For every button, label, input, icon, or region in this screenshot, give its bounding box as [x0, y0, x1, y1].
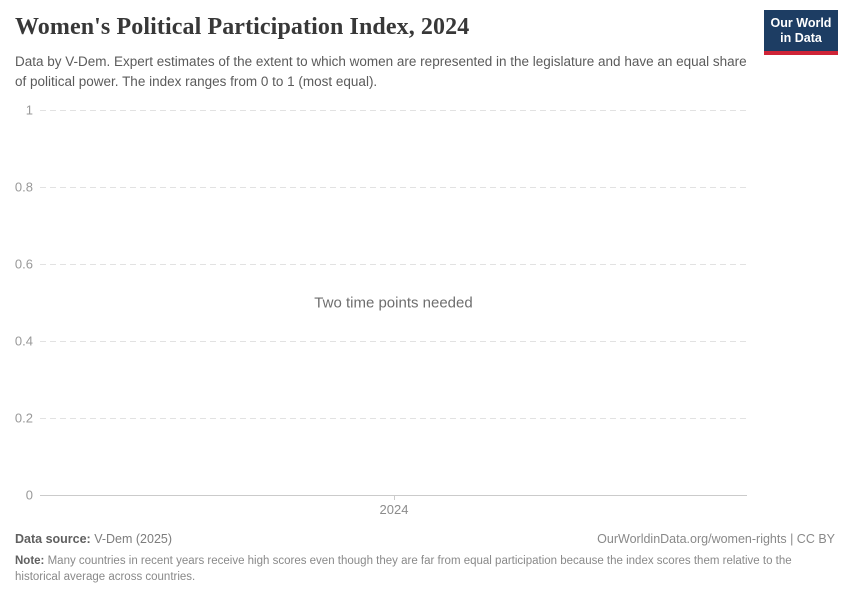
y-gridline [40, 341, 747, 342]
y-axis-tick-label: 0.6 [14, 256, 33, 272]
data-source-value: V-Dem (2025) [94, 532, 173, 546]
note-label: Note: [15, 555, 45, 567]
plot-area: Two time points needed 2024 0 0.2 0.4 0.6 0.… [15, 103, 747, 517]
rights-link[interactable]: OurWorldinData.org/women-rights | CC BY [597, 532, 835, 546]
chart-title: Women's Political Participation Index, 2… [15, 14, 470, 40]
x-axis-tick-mark [394, 495, 395, 500]
note-text: Many countries in recent years receive h… [15, 555, 792, 583]
chart-subtitle: Data by V-Dem. Expert estimates of the e… [15, 54, 747, 89]
data-source-label: Data source: [15, 532, 91, 546]
y-gridline [40, 418, 747, 419]
data-source-line: Data source: V-Dem (2025) [15, 532, 172, 546]
owid-logo-line1: Our World [770, 15, 832, 30]
y-axis-tick-label: 1 [25, 102, 33, 118]
y-gridline [40, 187, 747, 188]
x-axis-line [40, 495, 747, 496]
y-axis-tick-label: 0.8 [14, 179, 33, 195]
y-axis-tick-label: 0.4 [14, 333, 33, 349]
x-axis-tick-label: 2024 [379, 502, 409, 517]
y-gridline [40, 110, 747, 111]
empty-chart-message: Two time points needed [314, 294, 473, 312]
y-axis-tick-label: 0.2 [14, 410, 33, 426]
footer-note: Note: Many countries in recent years rec… [15, 554, 832, 585]
y-gridline [40, 264, 747, 265]
owid-logo-line2: in Data [780, 30, 822, 45]
y-axis-tick-label: 0 [25, 487, 33, 503]
footer-row: Data source: V-Dem (2025) OurWorldinData… [15, 532, 835, 546]
owid-logo[interactable]: Our World in Data [764, 10, 838, 55]
